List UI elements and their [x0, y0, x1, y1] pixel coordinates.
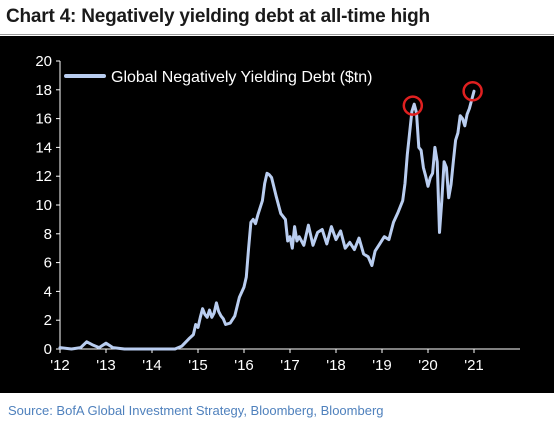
x-tick-label: '20	[418, 357, 438, 374]
y-tick-label: 6	[44, 255, 52, 272]
y-tick-label: 8	[44, 226, 52, 243]
line-chart: 0 2 4 6 8 10 12 14 16 18 20 '12 '13 '14 '15 '16 '17 '18 '1…	[35, 53, 520, 374]
x-tick-label: '15	[188, 357, 208, 374]
axes: 0 2 4 6 8 10 12 14 16 18 20 '12 '13 '14 '15 '16 '17 '18 '1…	[35, 53, 520, 374]
series-line-0	[58, 89, 476, 351]
y-tick-label: 2	[44, 312, 52, 329]
highlight-circle-1	[462, 80, 483, 102]
legend-label: Global Negatively Yielding Debt ($tn)	[111, 69, 372, 86]
x-tick-label: '14	[142, 357, 162, 374]
chart-title: Chart 4: Negatively yielding debt at all…	[6, 6, 430, 27]
x-tick-label: '19	[372, 357, 392, 374]
highlight-circle-0	[402, 95, 424, 116]
x-tick-label: '16	[234, 357, 254, 374]
legend: Global Negatively Yielding Debt ($tn)	[64, 69, 372, 86]
title-divider	[0, 34, 554, 35]
y-tick-label: 20	[35, 53, 52, 70]
y-tick-label: 4	[44, 283, 52, 300]
y-tick-label: 12	[35, 168, 52, 185]
x-tick-label: '12	[50, 357, 70, 374]
x-tick-label: '17	[280, 357, 300, 374]
x-tick-label: '13	[96, 357, 116, 374]
x-tick-label: '21	[464, 357, 484, 374]
y-tick-label: 14	[35, 139, 52, 156]
y-tick-label: 10	[35, 197, 52, 214]
annotation-layer	[402, 80, 483, 116]
series-layer	[58, 89, 476, 351]
y-tick-label: 16	[35, 111, 52, 128]
plot-background	[0, 36, 554, 393]
y-tick-label: 0	[44, 341, 52, 358]
source-note: Source: BofA Global Investment Strategy,…	[8, 403, 384, 418]
x-tick-label: '18	[326, 357, 346, 374]
y-tick-label: 18	[35, 82, 52, 99]
